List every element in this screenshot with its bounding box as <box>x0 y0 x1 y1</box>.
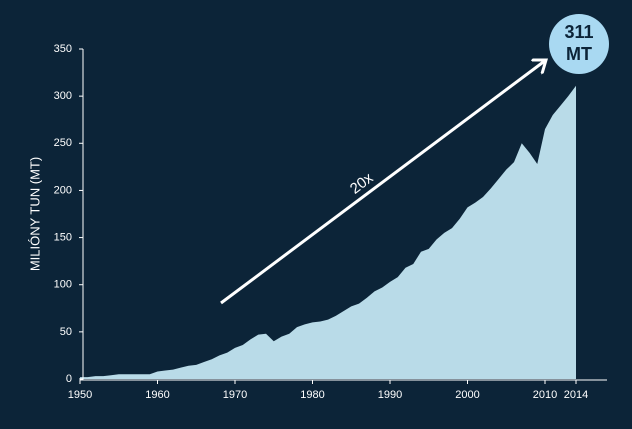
end-label: MT <box>566 44 592 64</box>
end-label: 311 <box>564 22 593 42</box>
y-tick-label: 250 <box>54 137 72 149</box>
y-tick-label: 300 <box>54 90 72 102</box>
x-tick-label: 1970 <box>223 389 247 401</box>
x-tick-label: 2000 <box>455 389 479 401</box>
x-tick-label: 1950 <box>68 389 92 401</box>
x-tick-label: 1980 <box>300 389 324 401</box>
y-tick-label: 100 <box>54 279 72 291</box>
y-tick-label: 350 <box>54 43 72 55</box>
y-tick-label: 150 <box>54 231 72 243</box>
y-tick-label: 0 <box>66 373 72 385</box>
x-tick-label: 2010 <box>533 389 557 401</box>
x-tick-label: 1960 <box>145 389 169 401</box>
y-tick-label: 50 <box>60 326 72 338</box>
x-tick-label: 2014 <box>564 389 588 401</box>
y-tick-label: 200 <box>54 184 72 196</box>
growth-arrow <box>220 60 546 305</box>
end-bubble <box>549 14 609 74</box>
area <box>80 85 576 380</box>
x-tick-label: 1990 <box>378 389 402 401</box>
y-axis-label: MILIÓNY TUN (MT) <box>27 157 42 271</box>
